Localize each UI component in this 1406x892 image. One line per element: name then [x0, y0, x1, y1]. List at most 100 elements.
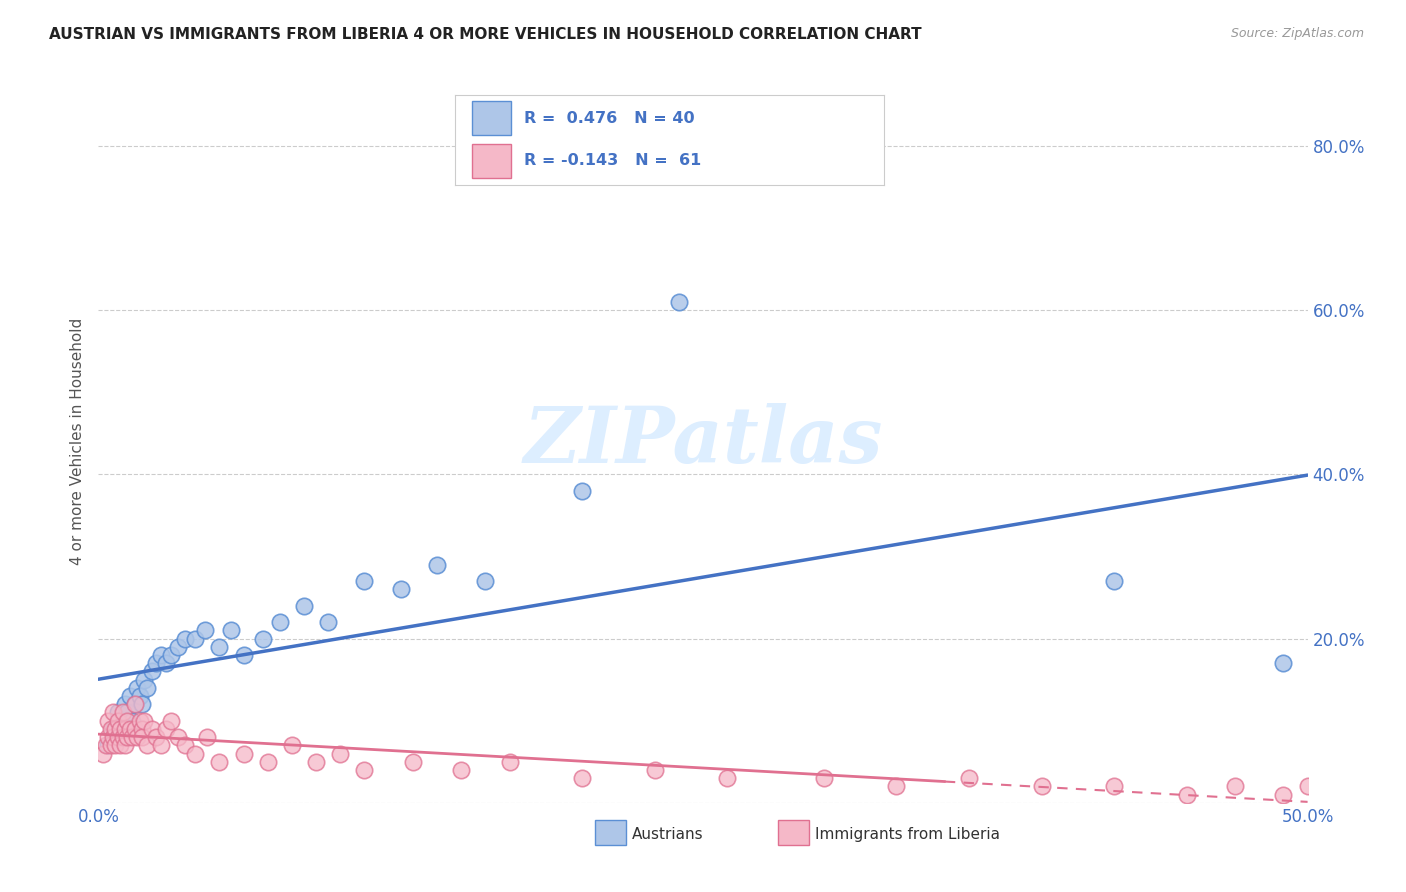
- Point: [160, 648, 183, 662]
- Point: [353, 574, 375, 588]
- Point: [886, 780, 908, 794]
- Text: Immigrants from Liberia: Immigrants from Liberia: [814, 827, 1000, 841]
- Point: [316, 615, 339, 630]
- Point: [97, 730, 120, 744]
- Point: [131, 730, 153, 744]
- Point: [97, 739, 120, 753]
- Point: [167, 640, 190, 654]
- Point: [121, 714, 143, 728]
- Point: [128, 714, 150, 728]
- Point: [269, 615, 291, 630]
- Point: [498, 755, 520, 769]
- Point: [256, 755, 278, 769]
- Point: [329, 747, 352, 761]
- Point: [104, 739, 127, 753]
- Point: [118, 689, 141, 703]
- Point: [208, 640, 231, 654]
- Point: [1175, 788, 1198, 802]
- Point: [101, 706, 124, 720]
- Point: [252, 632, 274, 646]
- Point: [1296, 780, 1319, 794]
- Point: [114, 739, 136, 753]
- Point: [184, 632, 207, 646]
- Text: AUSTRIAN VS IMMIGRANTS FROM LIBERIA 4 OR MORE VEHICLES IN HOUSEHOLD CORRELATION : AUSTRIAN VS IMMIGRANTS FROM LIBERIA 4 OR…: [49, 27, 922, 42]
- Point: [114, 698, 136, 712]
- Point: [402, 755, 425, 769]
- Point: [150, 739, 173, 753]
- Point: [117, 714, 139, 728]
- Point: [104, 722, 127, 736]
- Point: [232, 648, 254, 662]
- Point: [107, 730, 129, 744]
- Point: [94, 739, 117, 753]
- Point: [353, 763, 375, 777]
- Point: [957, 771, 980, 785]
- Point: [131, 698, 153, 712]
- Point: [107, 706, 129, 720]
- Point: [108, 714, 131, 728]
- Point: [134, 673, 156, 687]
- Point: [155, 722, 177, 736]
- Y-axis label: 4 or more Vehicles in Household: 4 or more Vehicles in Household: [69, 318, 84, 566]
- Point: [184, 747, 207, 761]
- Point: [426, 558, 449, 572]
- Point: [716, 771, 738, 785]
- Point: [134, 714, 156, 728]
- Point: [145, 730, 167, 744]
- Point: [128, 689, 150, 703]
- Point: [127, 681, 149, 695]
- Point: [194, 624, 217, 638]
- Point: [135, 739, 157, 753]
- Point: [124, 722, 146, 736]
- Point: [100, 722, 122, 736]
- Point: [160, 714, 183, 728]
- Point: [111, 730, 134, 744]
- Point: [571, 771, 593, 785]
- Point: [1102, 574, 1125, 588]
- Point: [108, 739, 131, 753]
- Point: [108, 722, 131, 736]
- Point: [97, 714, 120, 728]
- Point: [644, 763, 666, 777]
- Point: [91, 747, 114, 761]
- Point: [174, 632, 197, 646]
- Point: [111, 706, 134, 720]
- Point: [232, 747, 254, 761]
- Point: [167, 730, 190, 744]
- Point: [813, 771, 835, 785]
- Point: [141, 665, 163, 679]
- Point: [474, 574, 496, 588]
- Point: [117, 730, 139, 744]
- Point: [107, 714, 129, 728]
- Point: [1272, 788, 1295, 802]
- Point: [104, 730, 127, 744]
- Point: [131, 722, 153, 736]
- Point: [221, 624, 243, 638]
- Text: Austrians: Austrians: [631, 827, 703, 841]
- Point: [450, 763, 472, 777]
- Point: [1102, 780, 1125, 794]
- Point: [668, 295, 690, 310]
- Point: [100, 739, 122, 753]
- Point: [292, 599, 315, 613]
- Point: [1272, 657, 1295, 671]
- Point: [118, 722, 141, 736]
- Point: [174, 739, 197, 753]
- Point: [121, 730, 143, 744]
- Point: [195, 730, 218, 744]
- Point: [127, 730, 149, 744]
- Point: [208, 755, 231, 769]
- Point: [101, 730, 124, 744]
- Point: [1223, 780, 1246, 794]
- Point: [389, 582, 412, 597]
- Point: [305, 755, 328, 769]
- Point: [124, 698, 146, 712]
- Point: [101, 722, 124, 736]
- Point: [124, 698, 146, 712]
- Point: [571, 483, 593, 498]
- Point: [150, 648, 173, 662]
- Point: [111, 722, 134, 736]
- Point: [281, 739, 304, 753]
- Point: [141, 722, 163, 736]
- Point: [155, 657, 177, 671]
